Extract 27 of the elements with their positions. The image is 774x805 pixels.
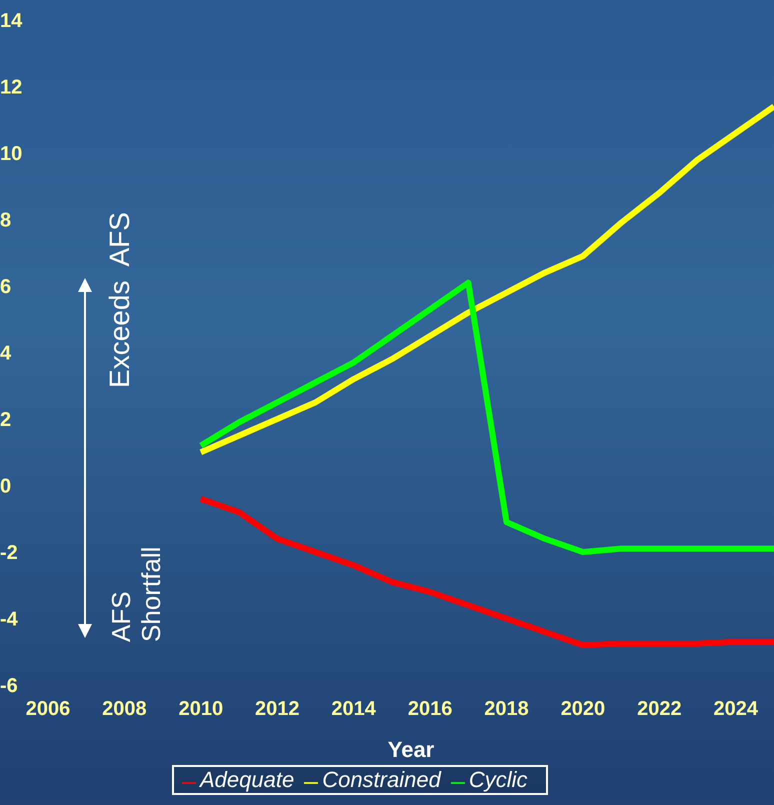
y-tick-label: 4 <box>0 342 12 365</box>
x-tick-label: 2012 <box>255 698 300 720</box>
x-tick-label: 2008 <box>102 698 147 720</box>
x-tick-label: 2020 <box>560 698 606 720</box>
x-tick-label: 2006 <box>26 698 70 720</box>
y-tick-label: 8 <box>0 210 12 232</box>
x-tick-label: 2014 <box>331 698 377 720</box>
x-axis-title: Year <box>388 737 435 762</box>
y-tick-label: 0 <box>0 476 12 498</box>
x-tick-label: 2024 <box>714 698 759 720</box>
y-tick-label: 12 <box>0 76 22 99</box>
annotation: Exceeds AFS <box>104 212 136 388</box>
x-tick-label: 2016 <box>408 698 452 720</box>
legend-label: Cyclic <box>468 767 528 792</box>
legend-label: Adequate <box>200 767 294 792</box>
x-tick-label: 2010 <box>178 698 224 720</box>
y-tick-label: 6 <box>0 276 12 298</box>
x-tick-label: 2022 <box>637 698 682 720</box>
y-tick-label: 14 <box>0 10 24 32</box>
y-tick-label: -2 <box>0 542 18 564</box>
y-tick-label: -4 <box>0 608 19 631</box>
y-tick-label: 10 <box>0 143 22 166</box>
x-tick-label: 2018 <box>484 698 529 720</box>
annotation: AFS Shortfall <box>106 546 166 642</box>
y-tick-label: 2 <box>0 409 12 432</box>
legend-label: Constrained <box>322 767 441 792</box>
y-tick-label: -6 <box>0 675 18 698</box>
